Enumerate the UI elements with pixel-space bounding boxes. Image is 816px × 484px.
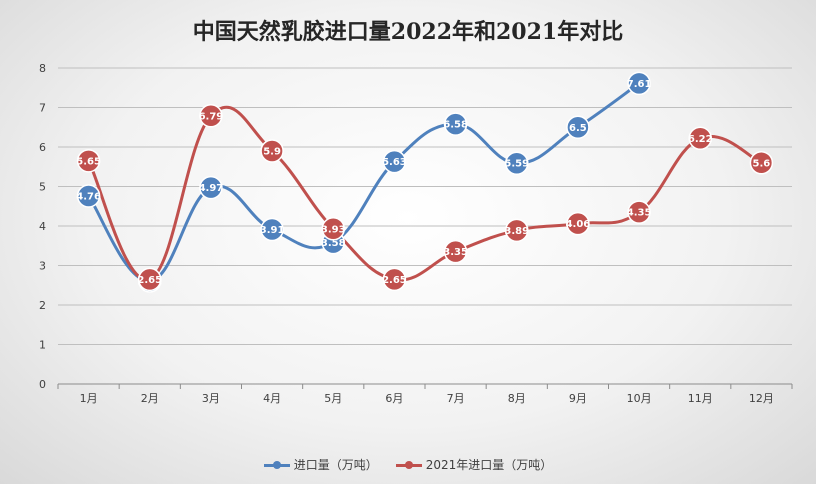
data-label-series-1: 3.35 — [443, 247, 468, 258]
axes: 0 1 2 3 4 5 6 7 8 1月 2月 3月 4月 5月 6月 7月 8月 9月 10月 11月 12月 — [39, 62, 793, 405]
data-label-series-0: 6.58 — [443, 120, 468, 131]
data-label-series-1: 2.65 — [382, 275, 407, 286]
data-label-series-0: 7.61 — [627, 79, 652, 90]
data-point-series-1[interactable] — [627, 200, 651, 224]
data-point-series-1[interactable] — [688, 126, 712, 151]
data-label-series-0: 6.5 — [569, 123, 587, 134]
data-label-series-1: 4.35 — [627, 208, 652, 219]
data-label-series-1: 6.22 — [688, 134, 713, 145]
data-point-series-0[interactable] — [627, 71, 651, 96]
y-tick-label: 5 — [39, 181, 46, 194]
y-tick-label: 4 — [39, 220, 46, 233]
data-point-series-1[interactable] — [138, 267, 162, 292]
y-tick-label: 6 — [39, 141, 46, 154]
legend-swatch-series-1 — [395, 460, 422, 470]
x-tick-label: 6月 — [385, 392, 403, 405]
x-tick-label: 2月 — [141, 392, 159, 405]
y-tick-label: 1 — [39, 339, 46, 352]
y-tick-label: 3 — [39, 260, 46, 273]
x-tick-label: 12月 — [749, 392, 774, 405]
x-tick-label: 4月 — [263, 392, 281, 405]
data-label-series-0: 5.63 — [382, 157, 407, 168]
x-tick-label: 3月 — [202, 392, 220, 405]
y-tick-label: 0 — [39, 378, 46, 391]
legend-label-series-1: 2021年进口量（万吨） — [425, 458, 553, 472]
y-tick-label: 8 — [39, 62, 46, 75]
data-label-series-1: 2.65 — [137, 275, 162, 286]
x-tick-label: 1月 — [80, 392, 98, 405]
data-label-series-1: 3.89 — [504, 226, 529, 237]
series-group: 4.762.614.973.913.585.636.585.596.57.615… — [76, 71, 774, 293]
data-point-series-1[interactable] — [749, 151, 774, 175]
x-tick-label: 5月 — [324, 392, 342, 405]
data-label-series-1: 3.93 — [321, 224, 346, 235]
data-point-series-0[interactable] — [382, 149, 407, 174]
data-point-series-0[interactable] — [566, 115, 590, 139]
data-point-series-0[interactable] — [199, 175, 223, 200]
y-tick-label: 2 — [39, 299, 46, 312]
data-point-series-1[interactable] — [505, 218, 529, 243]
legend-item-series-0[interactable]: 进口量（万吨） — [263, 456, 378, 473]
data-point-series-1[interactable] — [199, 104, 223, 128]
legend-item-series-1[interactable]: 2021年进口量（万吨） — [395, 456, 553, 473]
legend-swatch-series-0 — [263, 460, 290, 470]
data-point-series-1[interactable] — [382, 267, 407, 292]
chart-title: 中国天然乳胶进口量2022年和2021年对比 — [192, 19, 624, 45]
x-tick-label: 8月 — [508, 392, 526, 405]
data-label-series-1: 4.06 — [566, 219, 591, 230]
data-point-series-1[interactable] — [443, 239, 468, 264]
data-point-series-0[interactable] — [505, 151, 529, 175]
legend: 进口量（万吨） 2021年进口量（万吨） — [0, 456, 816, 473]
y-tick-label: 7 — [39, 102, 46, 115]
data-label-series-0: 4.97 — [199, 183, 224, 194]
data-label-series-0: 3.58 — [321, 238, 346, 249]
series-line-0 — [87, 81, 641, 283]
data-point-series-0[interactable] — [443, 112, 468, 136]
data-point-series-1[interactable] — [321, 217, 345, 241]
x-tick-label: 11月 — [688, 392, 713, 405]
data-point-series-0[interactable] — [260, 217, 284, 242]
data-label-series-1: 5.65 — [76, 156, 101, 167]
data-point-series-1[interactable] — [260, 139, 284, 163]
x-tick-label: 7月 — [447, 392, 465, 405]
data-label-series-1: 6.79 — [199, 111, 224, 122]
data-label-series-0: 4.76 — [76, 191, 101, 202]
data-label-series-0: 5.59 — [504, 159, 529, 170]
data-point-series-1[interactable] — [566, 211, 590, 236]
data-label-series-0: 3.91 — [260, 225, 285, 236]
x-tick-label: 9月 — [569, 392, 587, 405]
data-label-series-1: 5.9 — [263, 146, 281, 157]
data-label-series-1: 5.6 — [753, 158, 771, 169]
x-tick-label: 10月 — [627, 392, 652, 405]
legend-label-series-0: 进口量（万吨） — [293, 458, 378, 472]
gridlines — [58, 67, 792, 345]
data-point-series-1[interactable] — [76, 149, 101, 173]
data-point-series-0[interactable] — [76, 184, 101, 208]
